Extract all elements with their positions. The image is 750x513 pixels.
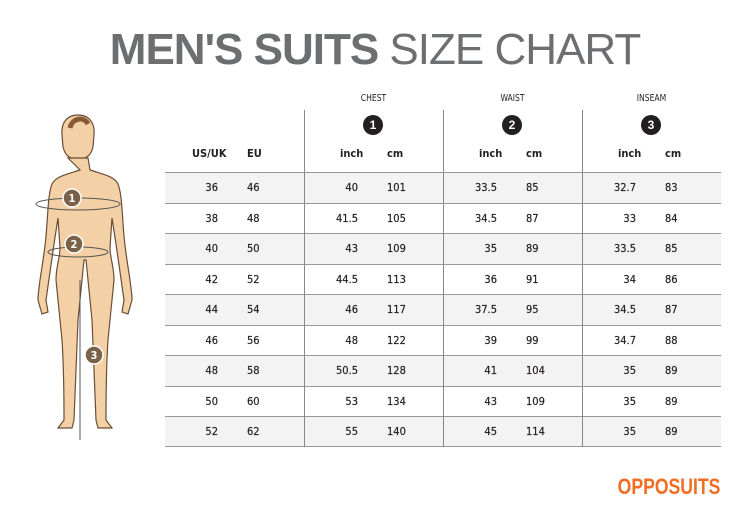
cell-chest-cm: 134 — [387, 394, 406, 408]
cell-eu: 50 — [247, 242, 260, 255]
cell-inseam-cm: 89 — [665, 425, 678, 438]
cell-inseam-inch: 35 — [623, 364, 636, 377]
cell-waist-cm: 91 — [526, 272, 539, 286]
divider — [443, 110, 444, 447]
cell-us-uk: 38 — [205, 211, 218, 225]
cell-inseam-cm: 88 — [665, 333, 678, 347]
cell-chest-cm: 128 — [387, 364, 406, 377]
body-figure: 1 2 3 — [35, 114, 133, 440]
cell-waist-inch: 37.5 — [474, 303, 497, 316]
cell-waist-inch: 45 — [484, 425, 497, 438]
header-waist-cm: cm — [526, 147, 543, 160]
chest-number-icon: 1 — [363, 115, 383, 135]
cell-waist-inch: 33.5 — [474, 181, 497, 194]
cell-inseam-inch: 35 — [623, 394, 636, 408]
cell-chest-cm: 105 — [387, 211, 406, 225]
title-light: SIZE CHART — [389, 25, 641, 74]
cell-us-uk: 36 — [205, 181, 218, 194]
cell-chest-inch: 46 — [345, 303, 358, 316]
divider — [582, 110, 583, 447]
cell-waist-inch: 34.5 — [474, 211, 497, 225]
cell-inseam-inch: 32.7 — [613, 181, 636, 194]
header-inseam-inch: inch — [618, 147, 642, 160]
cell-waist-cm: 95 — [526, 303, 539, 316]
cell-inseam-inch: 34 — [623, 272, 636, 286]
cell-inseam-cm: 89 — [665, 364, 678, 377]
marker-icons — [62, 188, 104, 365]
cell-inseam-inch: 34.5 — [613, 303, 636, 316]
cell-chest-cm: 113 — [387, 272, 406, 286]
cell-chest-inch: 40 — [345, 181, 358, 194]
page-title: MEN'S SUITS SIZE CHART — [0, 24, 750, 76]
cell-eu: 62 — [247, 425, 260, 438]
cell-chest-cm: 117 — [387, 303, 406, 316]
cell-us-uk: 48 — [205, 364, 218, 377]
cell-waist-cm: 109 — [526, 394, 545, 408]
header-us-uk: US/UK — [192, 147, 227, 160]
cell-inseam-cm: 83 — [665, 181, 678, 194]
cell-chest-cm: 140 — [387, 425, 406, 438]
waist-number-icon: 2 — [502, 115, 522, 135]
cell-chest-inch: 53 — [345, 394, 358, 408]
cell-eu: 48 — [247, 211, 260, 225]
cell-eu: 54 — [247, 303, 260, 316]
marker-1: 1 — [69, 192, 76, 205]
group-waist-label: WAIST — [500, 93, 525, 104]
cell-inseam-cm: 85 — [665, 242, 678, 255]
cell-waist-inch: 36 — [484, 272, 497, 286]
cell-waist-inch: 41 — [484, 364, 497, 377]
title-bold: MEN'S SUITS — [109, 25, 379, 74]
cell-chest-cm: 122 — [387, 333, 406, 347]
cell-inseam-inch: 33 — [623, 211, 636, 225]
cell-eu: 58 — [247, 364, 260, 377]
cell-eu: 56 — [247, 333, 260, 347]
cell-chest-inch: 44.5 — [335, 272, 358, 286]
cell-chest-inch: 43 — [345, 242, 358, 255]
cell-waist-inch: 35 — [484, 242, 497, 255]
cell-us-uk: 52 — [205, 425, 218, 438]
cell-waist-cm: 114 — [526, 425, 545, 438]
cell-waist-inch: 39 — [484, 333, 497, 347]
divider — [304, 110, 305, 447]
header-waist-inch: inch — [479, 147, 503, 160]
cell-us-uk: 46 — [205, 333, 218, 347]
cell-us-uk: 50 — [205, 394, 218, 408]
cell-waist-cm: 99 — [526, 333, 539, 347]
cell-chest-inch: 41.5 — [335, 211, 358, 225]
cell-eu: 52 — [247, 272, 260, 286]
cell-inseam-inch: 33.5 — [613, 242, 636, 255]
cell-us-uk: 40 — [205, 242, 218, 255]
cell-waist-cm: 85 — [526, 181, 539, 194]
cell-eu: 46 — [247, 181, 260, 194]
cell-chest-inch: 55 — [345, 425, 358, 438]
cell-waist-cm: 87 — [526, 211, 539, 225]
cell-inseam-cm: 89 — [665, 394, 678, 408]
cell-chest-cm: 101 — [387, 181, 406, 194]
cell-inseam-inch: 34.7 — [613, 333, 636, 347]
cell-chest-inch: 48 — [345, 333, 358, 347]
marker-3: 3 — [91, 349, 98, 362]
marker-2: 2 — [71, 238, 78, 251]
inseam-number-icon: 3 — [641, 115, 661, 135]
brand-logo: OPPOSUITS — [617, 474, 720, 499]
cell-waist-cm: 89 — [526, 242, 539, 255]
header-chest-inch: inch — [340, 147, 364, 160]
cell-waist-inch: 43 — [484, 394, 497, 408]
cell-eu: 60 — [247, 394, 260, 408]
header-inseam-cm: cm — [665, 147, 682, 160]
header-eu: EU — [247, 147, 262, 160]
cell-inseam-cm: 86 — [665, 272, 678, 286]
cell-chest-cm: 109 — [387, 242, 406, 255]
cell-inseam-cm: 87 — [665, 303, 678, 316]
cell-chest-inch: 50.5 — [335, 364, 358, 377]
group-inseam-label: INSEAM — [636, 93, 667, 104]
header-chest-cm: cm — [387, 147, 404, 160]
cell-inseam-cm: 84 — [665, 211, 678, 225]
cell-waist-cm: 104 — [526, 364, 545, 377]
cell-us-uk: 44 — [205, 303, 218, 316]
group-chest-label: CHEST — [360, 93, 387, 104]
cell-inseam-inch: 35 — [623, 425, 636, 438]
cell-us-uk: 42 — [205, 272, 218, 286]
